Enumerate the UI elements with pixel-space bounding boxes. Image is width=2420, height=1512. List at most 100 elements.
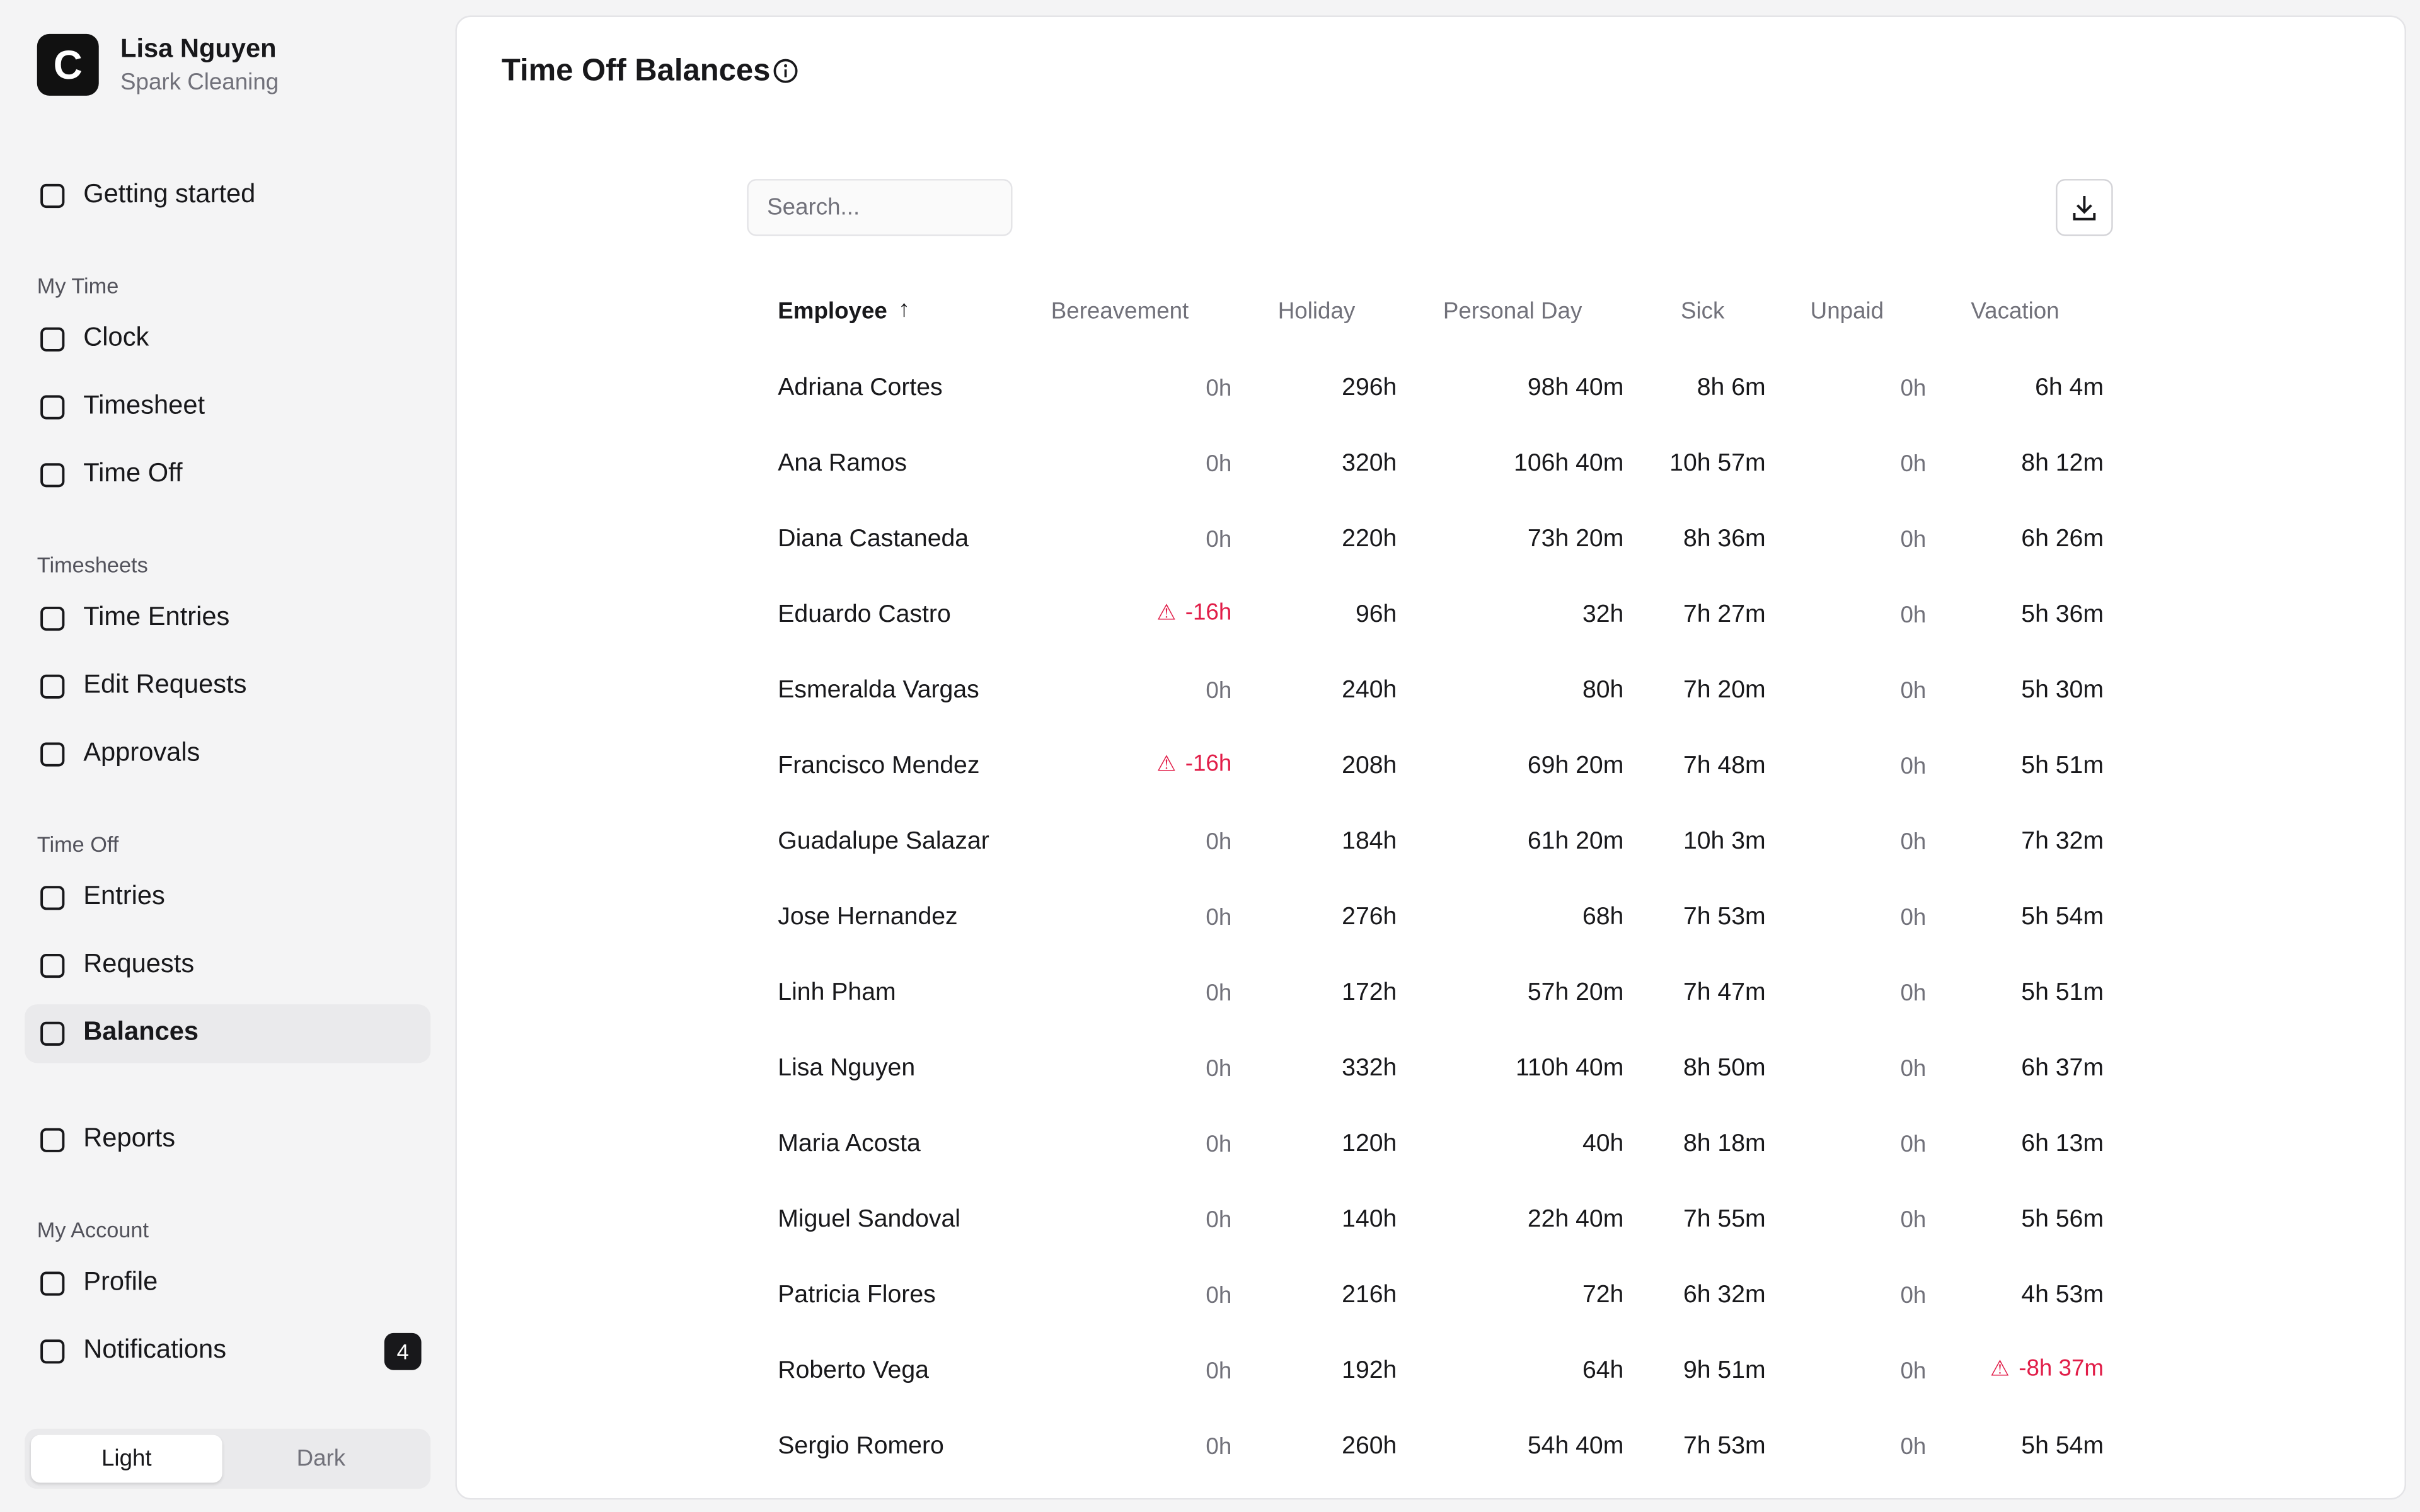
nav-item[interactable]: Time Off (83, 458, 183, 488)
warning-icon: ⚠ (1156, 599, 1177, 624)
user-name: Lisa Nguyen (120, 33, 277, 64)
balance-value: 332h (1342, 1055, 1397, 1082)
balance-value: 0h (1900, 678, 1927, 704)
balance-value: 0h (1900, 829, 1927, 856)
balance-value: 5h 56m (2021, 1206, 2104, 1233)
balance-value: 0h (1206, 1207, 1232, 1234)
theme-option[interactable]: Light (30, 1435, 222, 1483)
balance-value: 0h (1206, 451, 1232, 478)
balance-value: 7h 32m (2021, 828, 2104, 855)
balance-value: 0h (1206, 980, 1232, 1007)
column-header[interactable]: Holiday (1277, 298, 1356, 325)
balance-value: 61h 20m (1527, 828, 1624, 855)
balance-value: 0h (1206, 375, 1232, 402)
nav-item[interactable]: Entries (83, 881, 165, 910)
balance-value: 80h (1582, 677, 1624, 704)
search-input[interactable]: Search... (747, 179, 1013, 236)
nav-icon (40, 674, 65, 699)
balance-value: 0h (1900, 1207, 1927, 1234)
nav-item[interactable]: Getting started (83, 179, 256, 209)
employee-name: Francisco Mendez (778, 753, 980, 779)
balance-value: 8h 12m (2021, 450, 2104, 477)
balance-value: 68h (1582, 904, 1624, 931)
download-button[interactable] (2056, 179, 2113, 236)
nav-item[interactable]: Balances (83, 1016, 199, 1046)
page-title: Time Off Balances (501, 54, 771, 88)
balance-value: 208h (1342, 753, 1397, 779)
balance-value: 40h (1582, 1131, 1624, 1157)
employee-name: Eduardo Castro (778, 602, 951, 628)
nav-icon (40, 606, 65, 631)
column-header[interactable]: Employee (778, 298, 887, 325)
balance-value: 96h (1355, 602, 1397, 628)
column-header[interactable]: Personal Day (1443, 298, 1582, 325)
nav-item[interactable]: Edit Requests (83, 669, 247, 699)
balance-value: 0h (1900, 1358, 1927, 1385)
balance-value: 8h 18m (1683, 1131, 1766, 1157)
warning-icon: ⚠ (1990, 1355, 2010, 1380)
nav-heading: Timesheets (37, 552, 148, 577)
balance-value: 0h (1206, 1434, 1232, 1460)
nav-icon (40, 183, 65, 209)
balance-value: 8h 50m (1683, 1055, 1766, 1082)
balance-value: 10h 57m (1669, 450, 1766, 477)
active-highlight (25, 1004, 431, 1063)
nav-item[interactable]: Requests (83, 949, 195, 978)
balance-value: 7h 53m (1683, 1433, 1766, 1460)
balance-value: 276h (1342, 904, 1397, 931)
balance-value: 22h 40m (1527, 1206, 1624, 1233)
employee-name: Adriana Cortes (778, 375, 943, 401)
column-header[interactable]: Bereavement (1051, 298, 1189, 325)
column-header[interactable]: Vacation (1971, 298, 2060, 325)
balance-value: 0h (1206, 905, 1232, 931)
balance-value: 0h (1206, 1358, 1232, 1385)
nav-icon (40, 395, 65, 420)
theme-toggle: Light Dark (25, 1428, 431, 1489)
balance-value: 0h (1900, 1434, 1927, 1460)
column-header[interactable]: Sick (1680, 298, 1725, 325)
balance-value: 73h 20m (1527, 526, 1624, 553)
balance-value: 6h 26m (2021, 526, 2104, 553)
theme-label: Light (101, 1445, 152, 1472)
balance-value: 69h 20m (1527, 753, 1624, 779)
theme-option[interactable]: Dark (226, 1435, 417, 1483)
balance-value: 0h (1206, 678, 1232, 704)
balance-value: 0h (1900, 451, 1927, 478)
balance-value: 0h (1900, 527, 1927, 553)
balance-value: 5h 51m (2021, 980, 2104, 1006)
balance-value: 220h (1342, 526, 1397, 553)
nav-item[interactable]: Timesheet (83, 390, 205, 420)
balance-value: 6h 13m (2021, 1131, 2104, 1157)
nav-item[interactable]: Reports (83, 1123, 176, 1153)
employee-name: Roberto Vega (778, 1358, 929, 1384)
balance-value: 4h 53m (2021, 1282, 2104, 1309)
nav-item[interactable]: Time Entries (83, 602, 230, 631)
nav-item[interactable]: Notifications (83, 1334, 227, 1364)
balance-value: 9h 51m (1683, 1358, 1766, 1384)
balance-value: 8h 6m (1697, 375, 1766, 401)
balance-value: 0h (1206, 1131, 1232, 1158)
balance-value: 32h (1582, 602, 1624, 628)
search-placeholder: Search... (767, 194, 860, 221)
nav-icon (40, 1128, 65, 1152)
column-header[interactable]: Unpaid (1810, 298, 1884, 325)
balance-value: 260h (1342, 1433, 1397, 1460)
nav-heading: My Account (37, 1217, 149, 1242)
theme-label: Dark (296, 1445, 346, 1472)
warning-value: -16h (1185, 750, 1232, 777)
balance-value: 7h 20m (1683, 677, 1766, 704)
nav-item[interactable]: Clock (83, 322, 149, 352)
notification-badge: 4 (384, 1332, 422, 1370)
nav-icon (40, 463, 65, 488)
balance-value: 98h 40m (1527, 375, 1624, 401)
info-icon[interactable] (773, 59, 798, 83)
nav-item[interactable]: Profile (83, 1266, 158, 1297)
nav-icon (40, 1339, 65, 1364)
nav-heading: My Time (37, 273, 119, 298)
balance-value: 0h (1900, 1131, 1927, 1158)
employee-name: Ana Ramos (778, 450, 908, 477)
balance-value: 64h (1582, 1358, 1624, 1384)
balance-value: 184h (1342, 828, 1397, 855)
nav-icon (40, 886, 65, 910)
nav-item[interactable]: Approvals (83, 737, 200, 767)
